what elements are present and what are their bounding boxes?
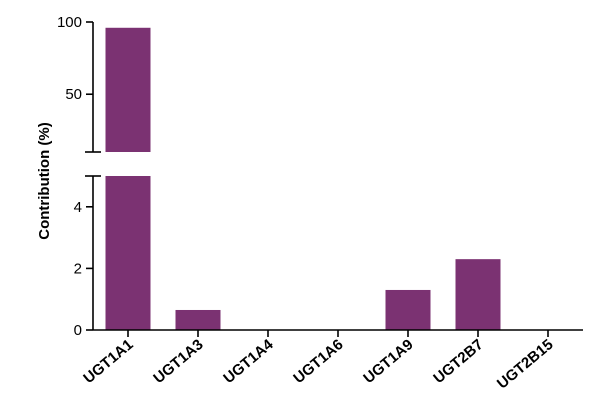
category-labels: UGT1A1 UGT1A3 UGT1A4 UGT1A6 UGT1A9 UGT2B7 UGT2… (80, 336, 556, 393)
y-tick-label: 50 (65, 86, 82, 103)
category-label-UGT1A1: UGT1A1 (80, 336, 136, 387)
category-label-UGT1A4: UGT1A4 (220, 336, 277, 387)
axes (85, 22, 583, 337)
y-axis-title: Contribution (%) (36, 122, 53, 239)
category-label-UGT2B7: UGT2B7 (430, 336, 486, 387)
bar-UGT1A9 (385, 289, 431, 330)
category-label-UGT2B15: UGT2B15 (494, 336, 557, 392)
y-axis-upper-ticks: 50 100 (57, 14, 93, 103)
bar-UGT2B7 (455, 259, 501, 330)
bar-UGT1A3 (175, 309, 221, 330)
category-label-UGT1A3: UGT1A3 (150, 336, 206, 387)
y-axis-lower-ticks: 0 2 4 (74, 199, 93, 339)
bar-UGT1A1-upper (105, 27, 151, 152)
category-label-UGT1A9: UGT1A9 (360, 336, 416, 387)
category-label-UGT1A6: UGT1A6 (290, 336, 346, 387)
y-tick-label: 2 (74, 260, 82, 277)
bar-UGT1A1-lower (105, 176, 151, 330)
y-tick-label: 100 (57, 14, 82, 31)
y-tick-label: 4 (74, 199, 82, 216)
bars (105, 27, 501, 330)
y-tick-label: 0 (74, 322, 82, 339)
